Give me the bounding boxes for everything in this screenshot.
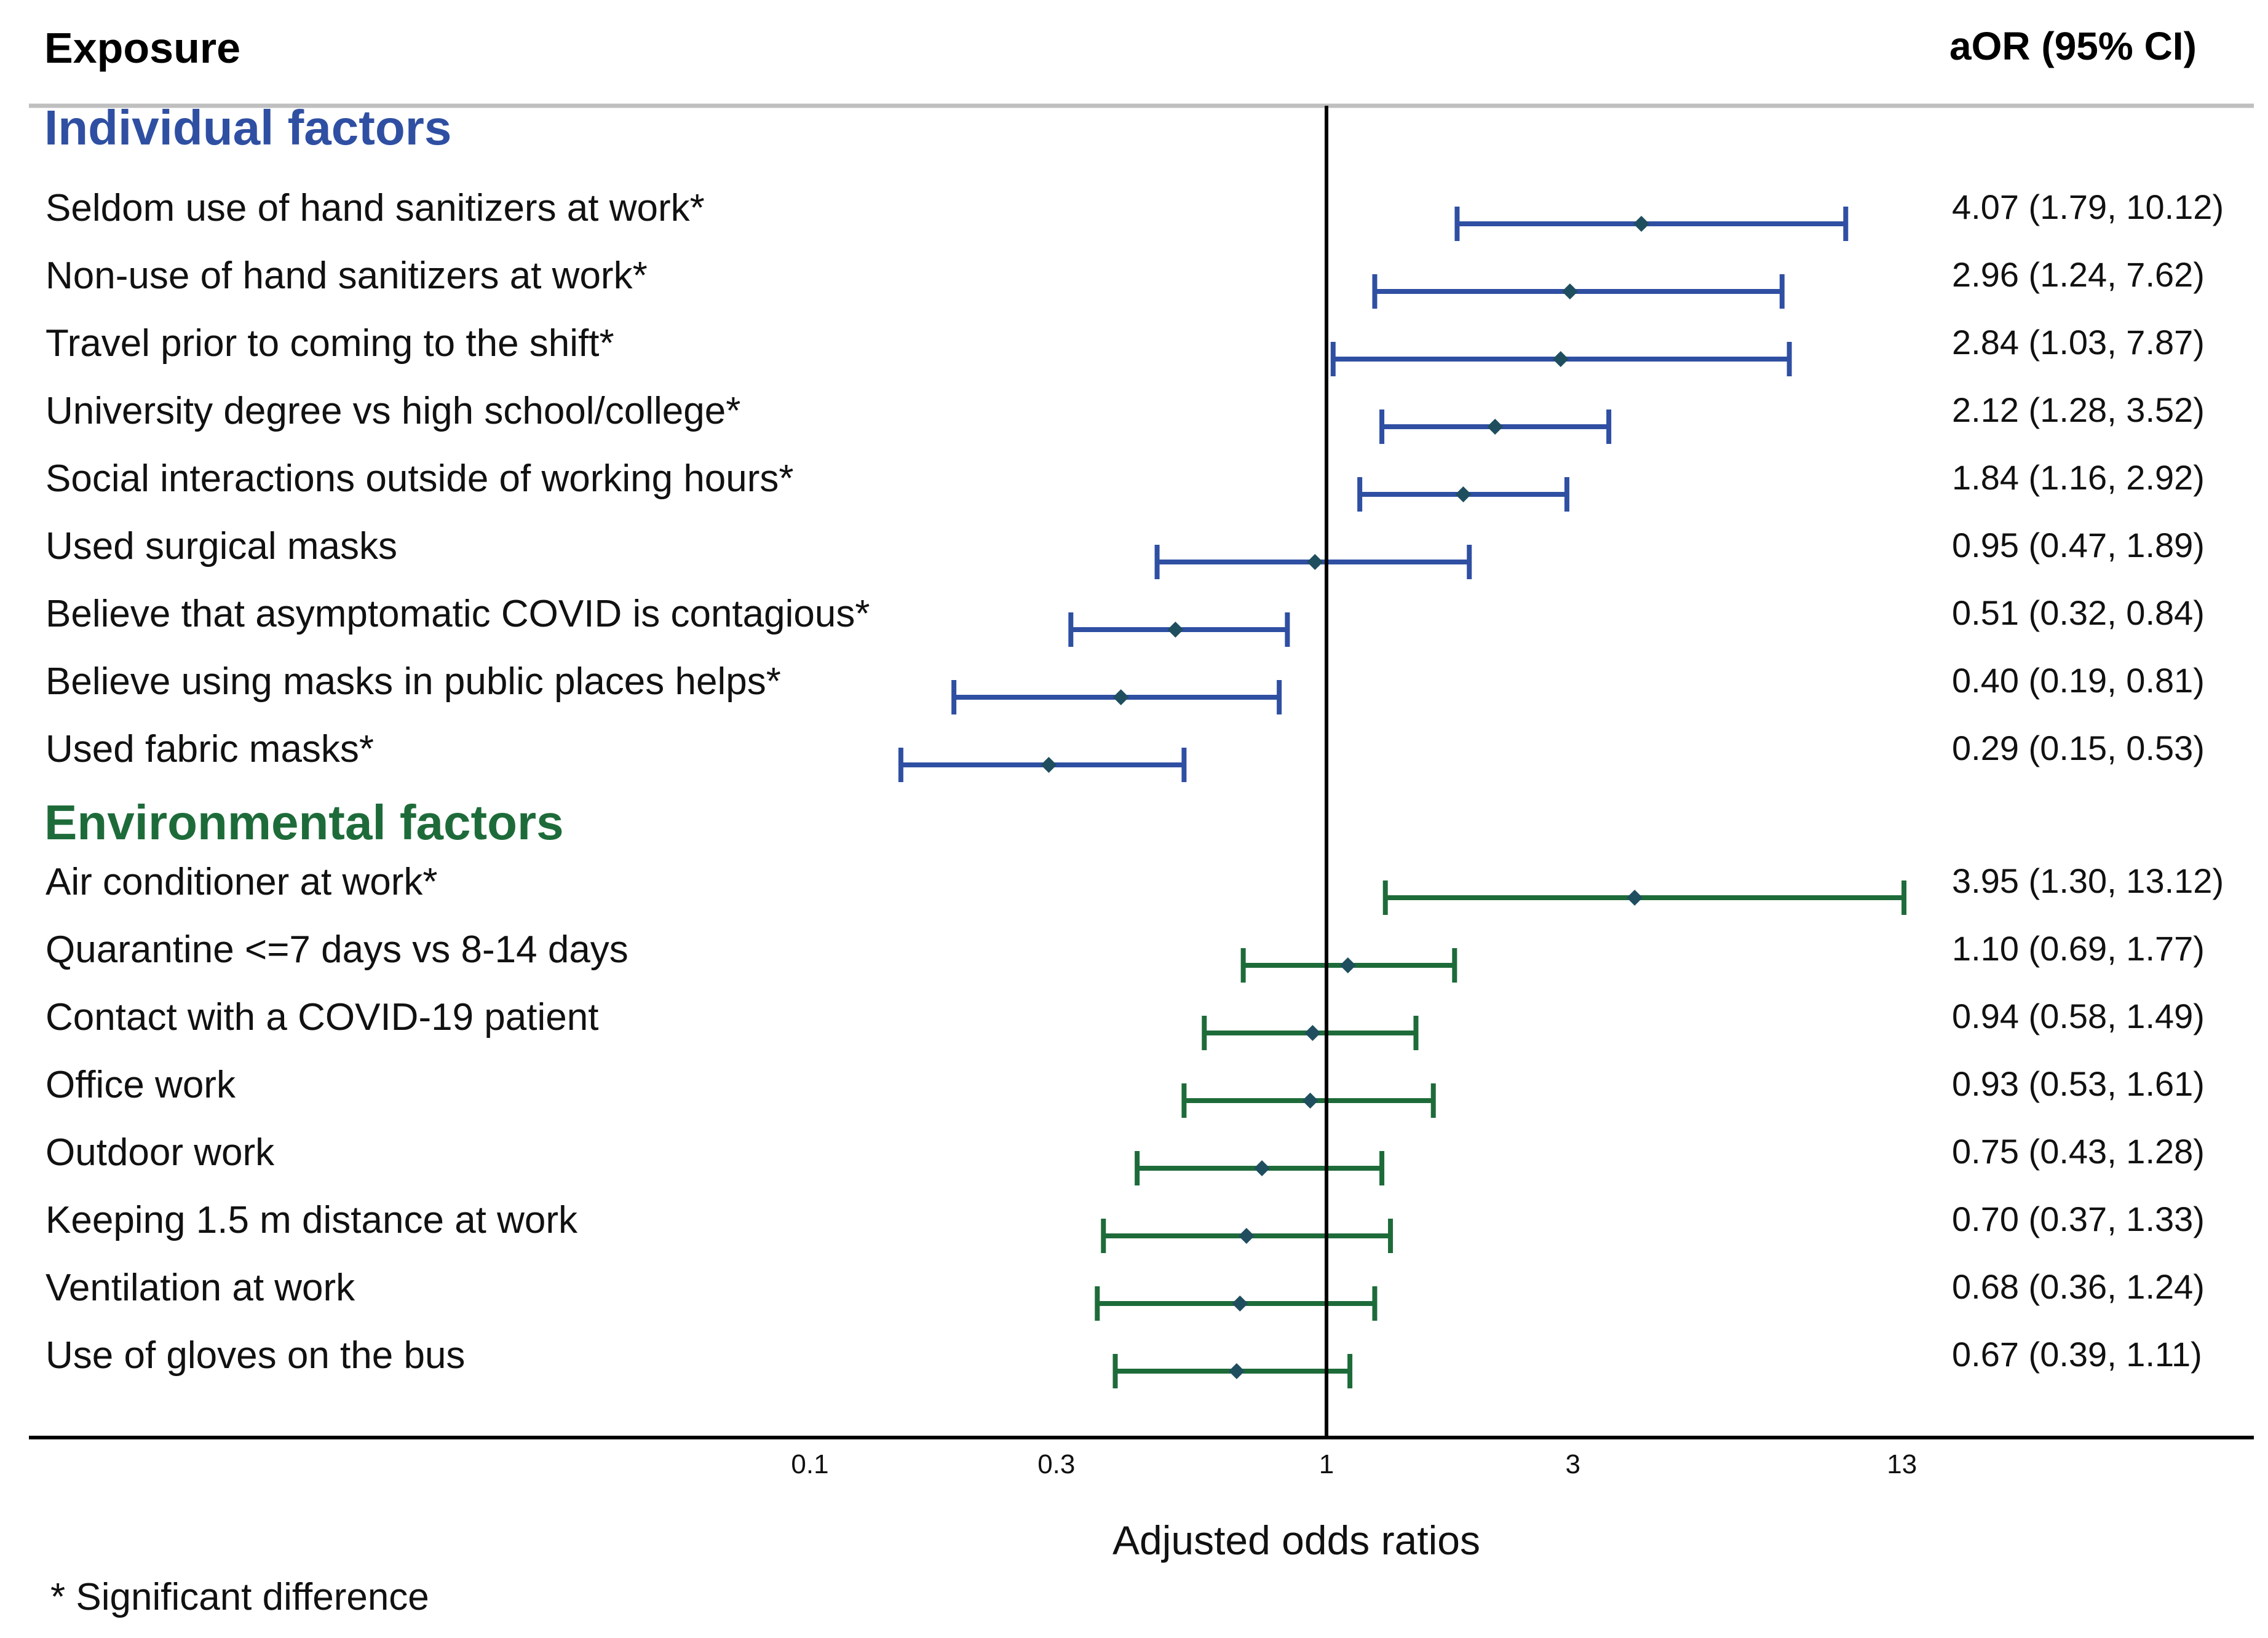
point-estimate — [1302, 1093, 1318, 1109]
row-value: 1.10 (0.69, 1.77) — [1952, 929, 2205, 968]
point-estimate — [1304, 1025, 1321, 1041]
row-value: 0.75 (0.43, 1.28) — [1952, 1132, 2205, 1171]
row-label: Ventilation at work — [46, 1267, 355, 1309]
point-estimate — [1238, 1228, 1255, 1244]
row-label: Believe using masks in public places hel… — [46, 660, 781, 703]
row-label: Travel prior to coming to the shift* — [46, 322, 614, 365]
point-estimate — [1552, 351, 1569, 367]
row-label: Used surgical masks — [46, 525, 397, 568]
row-value: 0.40 (0.19, 0.81) — [1952, 661, 2205, 700]
x-tick-label: 0.3 — [1037, 1449, 1075, 1479]
point-estimate — [1339, 957, 1356, 973]
forest-row: Non-use of hand sanitizers at work* 2.96 … — [46, 255, 2205, 309]
point-estimate — [1167, 622, 1184, 638]
forest-row: Used surgical masks 0.95 (0.47, 1.89) — [46, 525, 2205, 579]
forest-row: Air conditioner at work* 3.95 (1.30, 13.1… — [46, 861, 2224, 915]
exposure-header: Exposure — [44, 24, 240, 72]
row-value: 0.29 (0.15, 0.53) — [1952, 729, 2205, 767]
row-label: Outdoor work — [46, 1131, 275, 1174]
forest-row: Keeping 1.5 m distance at work 0.70 (0.37… — [46, 1199, 2205, 1253]
row-label: Used fabric masks* — [46, 728, 374, 770]
forest-row: Used fabric masks* 0.29 (0.15, 0.53) — [46, 728, 2205, 782]
footnote: * Significant difference — [50, 1576, 429, 1618]
row-value: 0.95 (0.47, 1.89) — [1952, 526, 2205, 564]
forest-row: Outdoor work 0.75 (0.43, 1.28) — [46, 1131, 2205, 1185]
point-estimate — [1633, 216, 1650, 232]
row-label: Social interactions outside of working h… — [46, 457, 794, 500]
row-value: 2.12 (1.28, 3.52) — [1952, 390, 2205, 429]
row-label: Quarantine <=7 days vs 8-14 days — [46, 928, 628, 971]
row-value: 3.95 (1.30, 13.12) — [1952, 861, 2224, 900]
row-label: Non-use of hand sanitizers at work* — [46, 255, 648, 297]
row-label: Seldom use of hand sanitizers at work* — [46, 187, 705, 229]
point-estimate — [1307, 554, 1323, 570]
forest-row: Seldom use of hand sanitizers at work* 4.… — [46, 187, 2224, 241]
point-estimate — [1487, 419, 1504, 435]
section-title: Environmental factors — [44, 795, 564, 850]
x-tick-label: 0.1 — [791, 1449, 828, 1479]
forest-row: Ventilation at work 0.68 (0.36, 1.24) — [46, 1267, 2205, 1321]
row-label: Contact with a COVID-19 patient — [46, 996, 598, 1039]
section-title: Individual factors — [44, 100, 451, 155]
point-estimate — [1041, 757, 1057, 773]
x-tick-label: 1 — [1319, 1449, 1334, 1479]
x-axis-title: Adjusted odds ratios — [1112, 1517, 1480, 1563]
row-value: 0.93 (0.53, 1.61) — [1952, 1064, 2205, 1103]
x-tick-label: 13 — [1887, 1449, 1917, 1479]
forest-row: Quarantine <=7 days vs 8-14 days 1.10 (0.… — [46, 928, 2205, 983]
x-tick-label: 3 — [1566, 1449, 1580, 1479]
row-value: 0.70 (0.37, 1.33) — [1952, 1200, 2205, 1238]
forest-row: Believe using masks in public places hel… — [46, 660, 2205, 714]
row-value: 0.68 (0.36, 1.24) — [1952, 1267, 2205, 1306]
row-value: 0.94 (0.58, 1.49) — [1952, 997, 2205, 1035]
row-label: Believe that asymptomatic COVID is conta… — [46, 593, 870, 635]
point-estimate — [1627, 890, 1643, 906]
row-value: 4.07 (1.79, 10.12) — [1952, 188, 2224, 226]
point-estimate — [1561, 283, 1578, 299]
forest-row: Travel prior to coming to the shift* 2.84… — [46, 322, 2205, 376]
forest-row: Use of gloves on the bus 0.67 (0.39, 1.11… — [46, 1334, 2202, 1388]
row-value: 0.51 (0.32, 0.84) — [1952, 593, 2205, 632]
x-axis-ticks: 0.1 0.3 1 3 13 — [791, 1449, 1917, 1479]
row-value: 2.96 (1.24, 7.62) — [1952, 255, 2205, 294]
row-label: Air conditioner at work* — [46, 861, 438, 903]
rows-layer: Individual factors Seldom use of hand san… — [44, 100, 2224, 1388]
aor-header: aOR (95% CI) — [1949, 24, 2197, 68]
forest-row: Believe that asymptomatic COVID is conta… — [46, 593, 2205, 647]
row-label: Office work — [46, 1064, 236, 1106]
row-value: 2.84 (1.03, 7.87) — [1952, 323, 2205, 362]
row-value: 1.84 (1.16, 2.92) — [1952, 458, 2205, 497]
row-value: 0.67 (0.39, 1.11) — [1952, 1335, 2202, 1374]
point-estimate — [1254, 1160, 1271, 1176]
row-label: Keeping 1.5 m distance at work — [46, 1199, 578, 1241]
point-estimate — [1112, 689, 1129, 705]
point-estimate — [1228, 1363, 1245, 1379]
forest-row: Social interactions outside of working h… — [46, 457, 2205, 512]
point-estimate — [1232, 1296, 1248, 1312]
row-label: University degree vs high school/college… — [46, 390, 740, 432]
forest-row: University degree vs high school/college… — [46, 390, 2205, 444]
forest-row: Contact with a COVID-19 patient 0.94 (0.5… — [46, 996, 2205, 1050]
forest-row: Office work 0.93 (0.53, 1.61) — [46, 1064, 2205, 1118]
row-label: Use of gloves on the bus — [46, 1334, 465, 1377]
point-estimate — [1455, 486, 1472, 502]
